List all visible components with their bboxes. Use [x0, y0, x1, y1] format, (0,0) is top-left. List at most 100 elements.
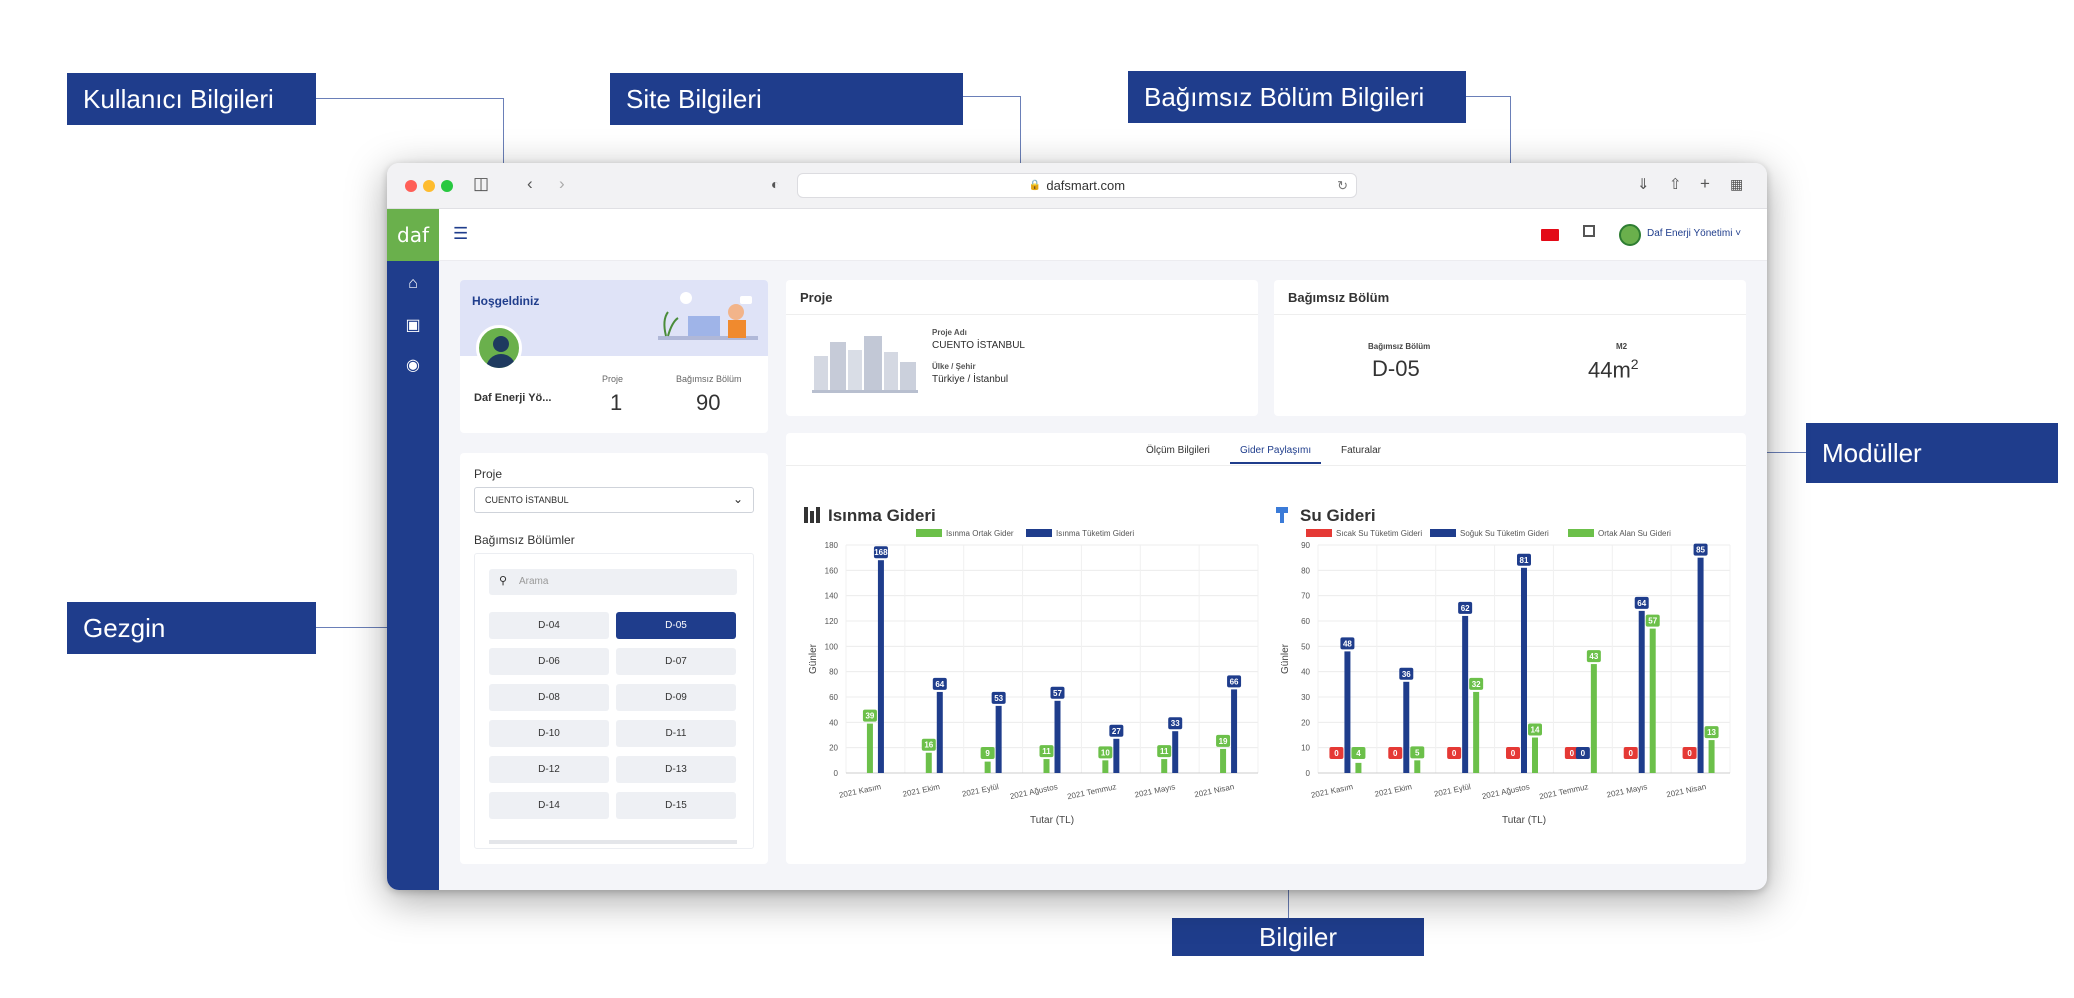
project-name-value: CUENTO İSTANBUL [932, 340, 1025, 351]
data-label-bg-0-0-0 [862, 709, 877, 722]
data-label-1-1-3: 81 [1520, 556, 1529, 565]
unit-button-d-07[interactable]: D-07 [616, 648, 736, 675]
building-icon[interactable]: ▣ [405, 317, 421, 334]
search-input[interactable]: ⚲ Arama [489, 569, 737, 595]
url-bar[interactable]: 🔒 dafsmart.com ↻ [797, 173, 1357, 198]
close-dot[interactable] [405, 180, 417, 192]
scroll-fade [489, 840, 737, 844]
y-tick-1: 10 [1301, 744, 1310, 753]
data-label-bg-1-2-6 [1704, 726, 1719, 739]
data-label-bg-0-1-6 [1227, 675, 1242, 688]
tab-1[interactable]: Gider Paylaşımı [1230, 445, 1322, 464]
welcome-user-name: Daf Enerji Yö... [474, 392, 552, 404]
y-tick-0: 120 [825, 617, 839, 626]
data-label-bg-0-1-5 [1168, 717, 1183, 730]
x-tick-0-5: 2021 Mayıs [1134, 782, 1176, 799]
info-card: Ölçüm Bilgileri Gider Paylaşımı Faturalar … [786, 433, 1746, 864]
bar-1-1-1 [1403, 681, 1410, 773]
project-select[interactable]: CUENTO İSTANBUL ⌄ [474, 487, 754, 513]
flag-tr-icon[interactable] [1541, 229, 1559, 241]
y-tick-1: 30 [1301, 693, 1310, 702]
unit-button-d-09[interactable]: D-09 [616, 684, 736, 711]
bar-1-2-6 [1708, 740, 1715, 773]
search-icon: ⚲ [499, 575, 508, 587]
y-tick-0: 100 [825, 642, 839, 651]
tabs-overview-icon[interactable]: ▦ [1730, 176, 1744, 192]
project-country-label: Ülke / Şehir [932, 362, 976, 371]
home-icon[interactable]: ⌂ [408, 275, 418, 292]
data-label-0-1-4: 27 [1112, 727, 1121, 736]
unit-button-d-08[interactable]: D-08 [489, 684, 609, 711]
forward-icon[interactable]: › [559, 174, 565, 193]
data-label-1-2-2: 32 [1472, 680, 1481, 689]
shield-icon[interactable]: ◐ [771, 176, 780, 192]
data-label-1-1-5: 64 [1637, 599, 1646, 608]
data-label-bg-0-0-2 [980, 747, 995, 759]
lock-icon: 🔒 [1028, 180, 1042, 191]
y-tick-1: 0 [1306, 769, 1311, 778]
user-menu[interactable]: Daf Enerji Yönetimi ˅ [1647, 228, 1741, 239]
x-tick-0-2: 2021 Eylül [961, 782, 1000, 799]
fullscreen-icon[interactable] [1583, 225, 1595, 237]
reload-icon[interactable]: ↻ [1337, 177, 1348, 193]
search-placeholder: Arama [519, 576, 549, 587]
navigator-card: Proje CUENTO İSTANBUL ⌄ Bağımsız Bölümle… [460, 453, 768, 864]
unit-button-d-10[interactable]: D-10 [489, 720, 609, 747]
app-sidebar: ⌂ ▣ ◉ [387, 261, 439, 890]
legend-label-1-2: Ortak Alan Su Gideri [1598, 529, 1671, 538]
unit-button-d-12[interactable]: D-12 [489, 756, 609, 783]
data-label-0-1-1: 64 [935, 680, 944, 689]
download-icon[interactable]: ⇓ [1637, 176, 1650, 193]
share-icon[interactable]: ⇧ [1669, 176, 1682, 193]
back-icon[interactable]: ‹ [527, 174, 533, 193]
hamburger-icon[interactable]: ☰ [453, 224, 469, 243]
unit-button-d-06[interactable]: D-06 [489, 648, 609, 675]
unit-button-d-15[interactable]: D-15 [616, 792, 736, 819]
tab-0[interactable]: Ölçüm Bilgileri [1146, 445, 1210, 456]
sidebar-toggle-icon[interactable]: ◫ [473, 174, 490, 193]
user-circle-icon[interactable]: ◉ [406, 357, 420, 374]
navigator-project-label: Proje [474, 467, 503, 481]
unit-button-d-11[interactable]: D-11 [616, 720, 736, 747]
daf-logo[interactable]: daf [387, 209, 439, 261]
project-select-value: CUENTO İSTANBUL [485, 495, 569, 505]
bar-0-0-6 [1220, 748, 1227, 773]
bar-0-0-3 [1043, 759, 1050, 773]
unit-button-d-14[interactable]: D-14 [489, 792, 609, 819]
radiator-icon [810, 511, 814, 523]
bar-0-1-6 [1231, 689, 1238, 773]
data-label-0-0-2: 9 [985, 749, 990, 758]
divider [786, 314, 1258, 315]
data-label-bg-1-1-3 [1517, 553, 1531, 566]
unit-button-d-13[interactable]: D-13 [616, 756, 736, 783]
minimize-dot[interactable] [423, 180, 435, 192]
unit-value: D-05 [1372, 356, 1420, 381]
data-label-0-0-4: 10 [1101, 748, 1110, 757]
new-tab-icon[interactable]: + [1700, 174, 1710, 193]
data-label-0-1-3: 57 [1053, 689, 1062, 698]
y-tick-1: 40 [1301, 668, 1310, 677]
bar-1-1-0 [1344, 651, 1351, 773]
avatar-small[interactable] [1619, 224, 1641, 246]
y-tick-1: 90 [1301, 541, 1310, 550]
browser-window: ◫ ‹ › ◐ 🔒 dafsmart.com ↻ ⇓ ⇧ + ▦ daf ☰ D… [387, 163, 1767, 890]
project-card: Proje Proje Adı CUENTO İSTANBUL Ülke / Ş… [786, 280, 1258, 416]
legend-label-1-0: Sıcak Su Tüketim Gideri [1336, 529, 1422, 538]
welcome-project-label: Proje [602, 374, 624, 384]
maximize-dot[interactable] [441, 180, 453, 192]
unit-button-d-04[interactable]: D-04 [489, 612, 609, 639]
tab-2[interactable]: Faturalar [1341, 445, 1382, 456]
data-label-1-1-2: 62 [1461, 604, 1470, 613]
unit-button-d-05[interactable]: D-05 [616, 612, 736, 639]
y-tick-0: 160 [825, 566, 839, 575]
bar-1-2-0 [1355, 762, 1362, 773]
legend-swatch-1-0 [1306, 529, 1332, 537]
data-label-bg-0-0-5 [1157, 745, 1172, 758]
bar-0-1-4 [1113, 738, 1120, 773]
data-label-1-2-5: 57 [1648, 617, 1657, 626]
bar-0-0-0 [866, 723, 873, 773]
data-label-bg-1-1-6 [1693, 543, 1708, 556]
data-label-bg-1-1-5 [1634, 596, 1649, 609]
project-country-value: Türkiye / İstanbul [932, 374, 1009, 385]
data-label-0-0-3: 11 [1042, 747, 1051, 756]
